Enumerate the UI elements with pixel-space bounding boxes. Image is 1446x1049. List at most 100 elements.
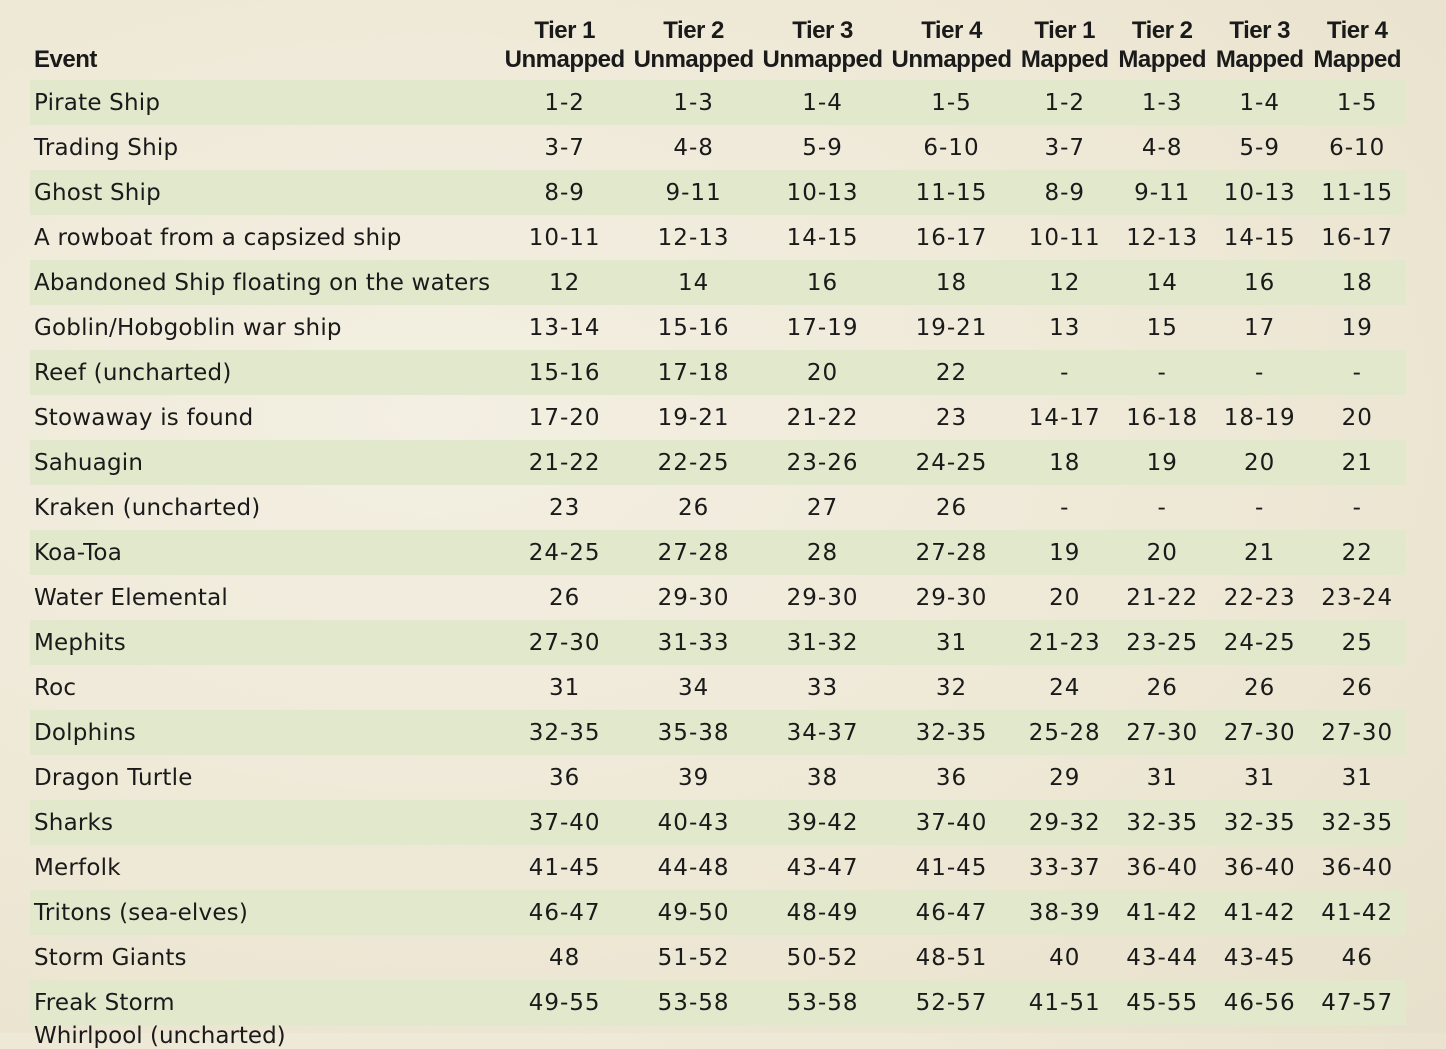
roll-range-cell: 41-42	[1210, 890, 1309, 935]
roll-range-cell: 22-23	[1223, 584, 1296, 611]
roll-range-cell: 53-58	[629, 980, 759, 1025]
table-row: A rowboat from a capsized ship 10-11 12-13…	[30, 215, 1406, 260]
roll-range-cell: 1-4	[1210, 80, 1309, 125]
roll-range-cell: 20	[758, 350, 888, 395]
roll-range-cell: 26	[549, 584, 581, 611]
roll-range-cell: 17-18	[629, 350, 759, 395]
roll-range-cell: 25-28	[1015, 710, 1114, 755]
roll-range-cell: 41-51	[1015, 980, 1114, 1025]
roll-range-cell: 51-52	[657, 944, 730, 971]
roll-range-cell: 32-35	[500, 710, 630, 755]
roll-range-cell: 17	[1244, 314, 1276, 341]
roll-range-cell: 32-35	[1210, 800, 1309, 845]
roll-range-cell: 15-16	[657, 314, 730, 341]
roll-range-cell: 23-25	[1113, 620, 1211, 665]
header-kind-label: Mapped	[1313, 46, 1402, 73]
roll-range-cell: 27-30	[1308, 710, 1406, 755]
sea-encounter-table: Event Tier 1 Unmapped Tier 2 Unmapped Tier…	[30, 0, 1406, 1025]
roll-range-cell: 8-9	[500, 170, 630, 215]
roll-range-cell: 40	[1049, 944, 1081, 971]
roll-range-cell: 31	[1146, 764, 1178, 791]
roll-range-cell: 16	[758, 260, 888, 305]
header-tier-3-unmapped: Tier 3 Unmapped	[758, 0, 887, 80]
roll-range-cell: 9-11	[1113, 170, 1211, 215]
roll-range-cell: 26	[677, 494, 710, 521]
roll-range-cell: 41-42	[1113, 890, 1211, 935]
roll-range-cell: 36	[935, 764, 968, 791]
header-tier-2-unmapped: Tier 2 Unmapped	[629, 0, 758, 80]
roll-range-cell: 16-17	[915, 224, 988, 251]
roll-range-cell: 24-25	[887, 440, 1016, 485]
roll-range-cell: 26	[935, 494, 968, 521]
header-tier-label: Tier 2	[1131, 17, 1193, 44]
roll-range-cell: 38	[806, 764, 839, 791]
roll-range-cell: 36-40	[1126, 854, 1199, 881]
header-tier-1-unmapped: Tier 1 Unmapped	[500, 0, 629, 80]
roll-range-cell: -	[1308, 350, 1406, 395]
roll-range-cell: 1-2	[500, 80, 630, 125]
roll-range-cell: 48-49	[758, 890, 888, 935]
roll-range-cell: 1-4	[758, 80, 888, 125]
table-row: Abandoned Ship floating on the waters 12 1…	[30, 260, 1406, 305]
roll-range-cell: 24-25	[1210, 620, 1309, 665]
roll-range-cell: 15	[1146, 314, 1178, 341]
roll-range-cell: -	[1157, 494, 1167, 521]
roll-range-cell: 1-3	[1113, 80, 1211, 125]
roll-range-cell: 1-3	[629, 80, 759, 125]
roll-range-cell: 20	[1210, 440, 1309, 485]
roll-range-cell: 33	[806, 674, 839, 701]
roll-range-cell: 23-26	[758, 440, 888, 485]
table-row: Goblin/Hobgoblin war ship 13-14 15-16 17-19…	[30, 305, 1406, 350]
roll-range-cell: 1-5	[1308, 80, 1406, 125]
roll-range-cell: 18	[887, 260, 1016, 305]
event-name-cell: Freak Storm	[30, 980, 501, 1025]
roll-range-cell: 21	[1308, 440, 1406, 485]
roll-range-cell: 37-40	[500, 800, 630, 845]
roll-range-cell: 21-22	[1126, 584, 1199, 611]
encounter-table-container: Event Tier 1 Unmapped Tier 2 Unmapped Tier…	[30, 0, 1406, 1025]
roll-range-cell: 5-9	[802, 134, 843, 161]
event-name-cell: Sahuagin	[30, 440, 501, 485]
roll-range-cell: 27	[806, 494, 839, 521]
event-name-cell: Pirate Ship	[30, 80, 501, 125]
roll-range-cell: 12-13	[657, 224, 730, 251]
roll-range-cell: 46-47	[887, 890, 1016, 935]
roll-range-cell: -	[1015, 350, 1114, 395]
header-tier-label: Tier 4	[1326, 17, 1388, 44]
roll-range-cell: 39-42	[758, 800, 888, 845]
roll-range-cell: 27-30	[1210, 710, 1309, 755]
table-row: Koa-Toa 24-25 27-28 28 27-28 19 20 21 22	[30, 530, 1406, 575]
roll-range-cell: 18	[1308, 260, 1406, 305]
event-name-cell: Dragon Turtle	[34, 764, 193, 791]
roll-range-cell: 41-45	[528, 854, 601, 881]
roll-range-cell: 36-40	[1321, 854, 1394, 881]
roll-range-cell: 49-50	[629, 890, 759, 935]
roll-range-cell: 19	[1015, 530, 1114, 575]
roll-range-cell: 8-9	[1015, 170, 1114, 215]
event-name-cell: Kraken (uncharted)	[34, 494, 261, 521]
roll-range-cell: 25	[1308, 620, 1406, 665]
header-tier-4-mapped: Tier 4 Mapped	[1308, 0, 1406, 80]
roll-range-cell: 48	[549, 944, 581, 971]
roll-range-cell: 19-21	[915, 314, 988, 341]
roll-range-cell: 21	[1210, 530, 1309, 575]
roll-range-cell: 10-13	[1210, 170, 1309, 215]
roll-range-cell: 16-17	[1321, 224, 1394, 251]
cut-off-row-label: Whirlpool (uncharted)	[34, 1023, 286, 1049]
roll-range-cell: 9-11	[629, 170, 759, 215]
roll-range-cell: 20	[1049, 584, 1081, 611]
roll-range-cell: -	[1210, 350, 1309, 395]
table-row: Dragon Turtle 36 39 38 36 29 31 31 31	[30, 755, 1406, 800]
event-name-cell: A rowboat from a capsized ship	[34, 224, 402, 251]
roll-range-cell: 20	[1113, 530, 1211, 575]
event-name-cell: Abandoned Ship floating on the waters	[30, 260, 501, 305]
event-name-cell: Roc	[34, 674, 77, 701]
roll-range-cell: 46-56	[1210, 980, 1309, 1025]
roll-range-cell: -	[1352, 494, 1362, 521]
roll-range-cell: 43-45	[1223, 944, 1296, 971]
roll-range-cell: 10-13	[758, 170, 888, 215]
table-body: Pirate Ship 1-2 1-3 1-4 1-5 1-2 1-3 1-4 1-5 Tradi…	[30, 80, 1406, 1025]
roll-range-cell: 11-15	[887, 170, 1016, 215]
roll-range-cell: 32	[935, 674, 968, 701]
roll-range-cell: 24-25	[500, 530, 630, 575]
